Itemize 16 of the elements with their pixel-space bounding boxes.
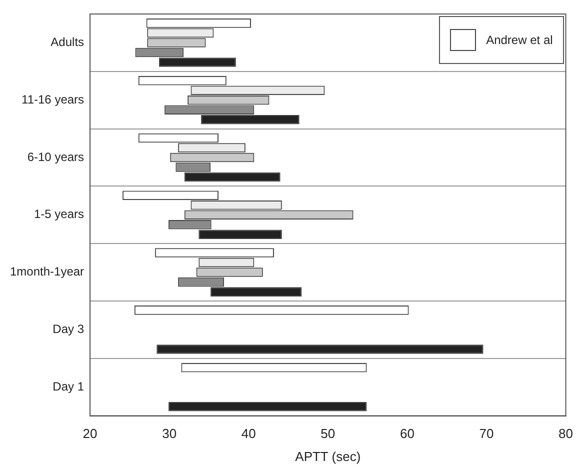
x-tick-label: 20	[82, 426, 98, 442]
y-tick-label: 6-10 years	[27, 150, 84, 164]
y-tick-label: Day 1	[52, 379, 84, 394]
x-tick-label: 30	[162, 426, 177, 442]
y-tick-label: 1-5 years	[34, 207, 84, 222]
x-tick-label: 80	[558, 426, 574, 442]
x-tick-label: 60	[400, 426, 414, 442]
legend: Andrew et al	[439, 16, 564, 64]
x-tick-label: 70	[479, 426, 494, 442]
y-tick-label: 11-16 years	[22, 92, 84, 106]
x-tick-label: 40	[241, 426, 256, 442]
x-tick-label: 50	[320, 426, 336, 442]
x-axis-title: APTT (sec)	[295, 448, 361, 464]
y-tick-label: Day 3	[52, 322, 84, 336]
y-tick-label: 1month-1year	[10, 264, 84, 279]
y-tick-label: Adults	[50, 35, 84, 50]
